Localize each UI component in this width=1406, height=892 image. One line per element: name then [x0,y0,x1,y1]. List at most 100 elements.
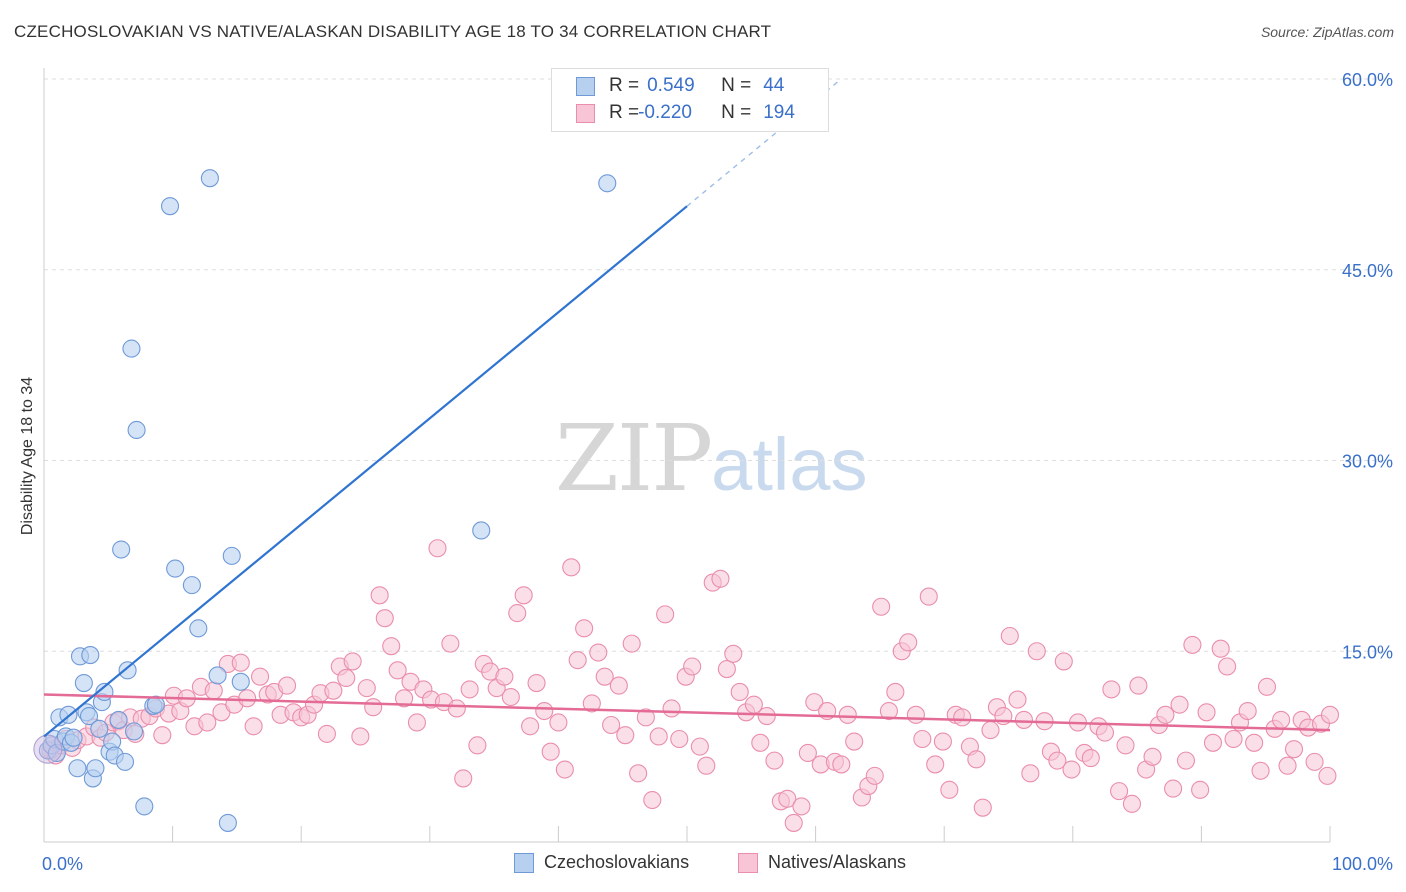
natives-alaskans-point [337,668,356,688]
czechoslovakians-point [64,728,83,747]
natives-alaskans-point [1191,780,1210,799]
natives-alaskans-point [919,587,938,606]
legend-swatch-pink [738,852,758,873]
natives-alaskans-point [388,661,407,680]
natives-alaskans-point [662,699,681,718]
natives-alaskans-point [317,724,336,743]
czechoslovakians-point [118,661,137,680]
natives-alaskans-point [886,682,905,701]
natives-alaskans-point [1176,751,1196,770]
natives-alaskans-point [730,682,749,701]
legend-swatch-pink [576,103,595,123]
natives-alaskans-point [1278,756,1297,775]
legend-label-natives-alaskans: Natives/Alaskans [768,852,907,872]
natives-alaskans-point [1095,723,1114,742]
natives-alaskans-point [1054,652,1073,671]
natives-alaskans-trendline [43,693,1331,732]
natives-alaskans-point [1102,680,1121,699]
czechoslovakians-point [127,420,146,440]
natives-alaskans-point [1062,760,1081,779]
czechoslovakians-points [33,169,617,832]
natives-alaskans-point [204,681,223,700]
natives-alaskans-point [636,708,655,727]
natives-alaskans-point [933,732,952,751]
natives-alaskans-point [468,736,487,755]
watermark: ZIPatlas [555,405,867,512]
natives-alaskans-point [1284,740,1304,759]
natives-alaskans-point [1170,695,1189,714]
legend-r-value: 0.549 [647,75,695,96]
czechoslovakians-point [231,672,250,691]
watermark-atlas: atlas [711,423,868,506]
natives-alaskans-point [1000,626,1019,646]
y-tick-label: 30.0% [1342,452,1393,472]
natives-alaskans-point [845,732,864,751]
natives-alaskans-point [1197,703,1216,722]
natives-alaskans-point [711,569,730,588]
natives-alaskans-point [370,586,389,605]
natives-alaskans-point [407,713,426,732]
natives-alaskans-point [609,676,628,695]
czechoslovakians-point [146,695,165,714]
natives-alaskans-point [250,667,270,686]
legend-item-natives-alaskans[interactable]: Natives/Alaskans [738,852,906,873]
axis-layer [43,68,1331,843]
legend-item-czechoslovakians[interactable]: Czechoslovakians [514,852,689,873]
natives-alaskans-point [1156,705,1175,724]
natives-alaskans-point [1116,736,1135,755]
natives-alaskans-point [683,657,702,676]
x-tick-label-min: 0.0% [42,854,83,874]
natives-alaskans-point [967,750,986,769]
legend-n-value: 44 [763,75,785,96]
natives-alaskans-point [1318,766,1337,785]
natives-alaskans-point [535,701,554,721]
natives-alaskans-point [324,681,343,700]
natives-alaskans-point [231,653,250,672]
legend-n-value: 194 [763,102,795,123]
czechoslovakians-point [189,619,208,638]
natives-alaskans-point [1014,710,1033,729]
natives-alaskans-point [1272,710,1291,729]
natives-alaskans-point [153,726,172,745]
natives-alaskans-point [865,766,884,785]
natives-alaskans-point [198,713,217,732]
natives-alaskans-point [656,605,675,624]
natives-alaskans-point [1238,701,1257,721]
natives-alaskans-point [351,727,370,746]
czechoslovakians-point [124,722,144,741]
natives-alaskans-point [562,558,581,577]
x-tick-label-max: 100.0% [1332,854,1393,874]
natives-alaskans-point [717,660,736,679]
natives-alaskans-point [1027,642,1046,661]
natives-alaskans-point [382,637,401,656]
tick-labels: 15.0% 30.0% 45.0% 60.0% 0.0% 100.0% [42,70,1393,874]
natives-alaskans-point [582,694,601,713]
natives-alaskans-point [1224,729,1243,749]
natives-alaskans-point [428,539,447,558]
natives-alaskans-point [879,701,898,721]
natives-alaskans-point [1305,752,1324,771]
natives-alaskans-point [1218,657,1237,676]
natives-alaskans-point [913,729,932,749]
natives-alaskans-point [541,742,560,761]
natives-alaskans-point [616,726,635,745]
natives-alaskans-point [792,797,811,816]
natives-alaskans-point [751,733,770,752]
natives-alaskans-point [527,673,546,693]
czechoslovakians-point [115,752,135,771]
natives-alaskans-point [1143,747,1162,766]
czechoslovakians-point [182,576,201,595]
legend-n-label: N = [721,102,752,123]
natives-alaskans-point [784,813,803,832]
natives-alaskans-point [832,755,851,774]
correlation-legend: R = 0.549 N = 44 R = -0.220 N = 194 [551,68,829,132]
natives-alaskans-point [1164,779,1183,798]
natives-alaskans-point [757,707,776,726]
natives-alaskans-point [514,586,533,605]
natives-alaskans-point [1110,782,1129,801]
series-legend: Czechoslovakians Natives/Alaskans [0,852,1406,878]
natives-alaskans-point [521,717,540,736]
czechoslovakians-point [598,174,617,193]
natives-alaskans-point [1008,690,1027,709]
